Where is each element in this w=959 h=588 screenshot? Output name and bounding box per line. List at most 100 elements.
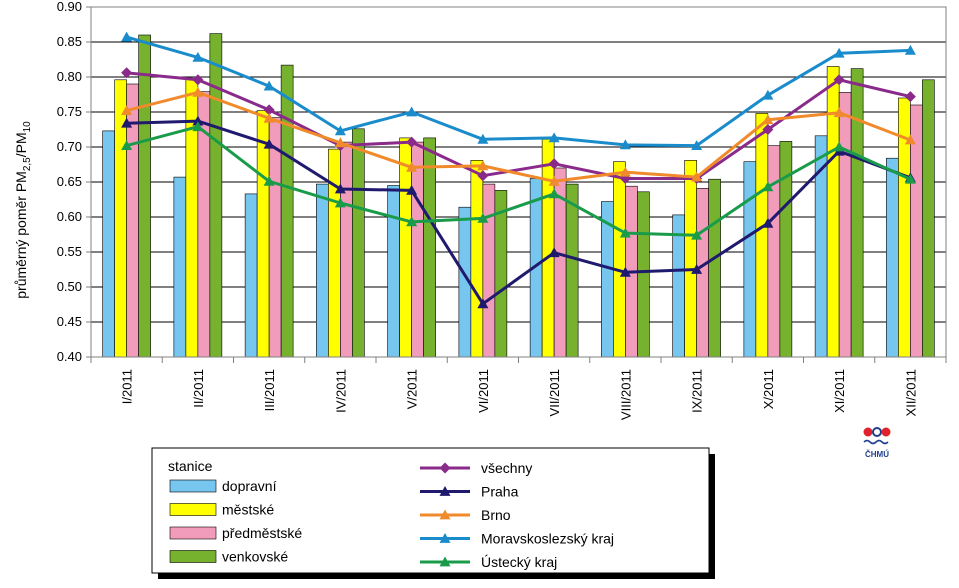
point-Ústecký kraj-VIII/2011	[619, 227, 631, 238]
bar-městské-IX/2011	[684, 160, 697, 358]
bar-venkovské-XII/2011	[922, 79, 935, 358]
point-Ústecký kraj-IV/2011	[334, 197, 346, 208]
point-Praha-IX/2011	[691, 264, 703, 274]
bar-venkovské-II/2011	[209, 33, 223, 358]
point-Moravskoslezský kraj-II/2011	[192, 51, 204, 62]
point-Brno-VI/2011	[477, 160, 489, 171]
bar-městské-VI/2011	[470, 160, 484, 358]
point-Ústecký kraj-II/2011	[192, 121, 204, 132]
legend-label-Praha: Praha	[481, 484, 519, 500]
point-Brno-XII/2011	[904, 134, 916, 145]
legend-marker-Moravskoslezský kraj	[439, 533, 451, 543]
point-Moravskoslezský kraj-III/2011	[263, 80, 275, 91]
bar-venkovské-XI/2011	[850, 68, 864, 358]
legend-marker-všechny	[439, 462, 451, 474]
bar-venkovské-IV/2011	[352, 128, 365, 358]
legend-marker-Praha	[439, 486, 451, 496]
y-axis-label-sub2: 10	[22, 121, 33, 133]
x-tick-label-IV/2011: IV/2011	[333, 369, 348, 413]
line-všechny	[126, 71, 911, 180]
legend: stanice dopravní městské předměstské venkov…	[151, 447, 715, 579]
point-Ústecký kraj-III/2011	[263, 175, 275, 186]
y-tick-label-0.50: 0.50	[57, 279, 82, 294]
legend-marker-Ústecký kraj	[439, 556, 451, 567]
y-tick-label-0.75: 0.75	[57, 104, 82, 119]
point-Brno-X/2011	[762, 114, 774, 125]
point-Ústecký kraj-XI/2011	[833, 141, 845, 152]
line-Ústecký kraj	[126, 125, 911, 237]
bar-venkovské-IX/2011	[708, 178, 721, 358]
line-series-group	[121, 31, 916, 309]
point-Ústecký kraj-X/2011	[762, 181, 774, 192]
point-Ústecký kraj-IX/2011	[691, 229, 703, 240]
y-tick-label-0.60: 0.60	[57, 209, 82, 224]
point-všechny-XI/2011	[833, 74, 845, 86]
chmu-logo-ring-center	[872, 427, 882, 437]
y-tick-label-0.85: 0.85	[57, 34, 82, 49]
point-Brno-XI/2011	[833, 107, 845, 118]
point-Ústecký kraj-I/2011	[121, 140, 133, 150]
y-tick-label-0.40: 0.40	[57, 349, 82, 364]
point-Praha-II/2011	[192, 115, 204, 126]
point-Brno-IV/2011	[334, 137, 346, 148]
y-tick-label-0.70: 0.70	[57, 139, 82, 154]
bar-series-group	[102, 33, 935, 358]
bar-venkovské-I/2011	[138, 34, 151, 358]
point-Moravskoslezský kraj-V/2011	[406, 106, 418, 117]
point-Praha-IV/2011	[334, 183, 346, 194]
legend-label-Moravskoslezský kraj: Moravskoslezský kraj	[481, 531, 614, 547]
y-tick-label-0.55: 0.55	[57, 244, 82, 259]
point-všechny-XII/2011	[904, 91, 916, 103]
line-series-Ústecký kraj	[121, 121, 916, 240]
point-Moravskoslezský kraj-XI/2011	[833, 47, 845, 58]
x-tick-label-III/2011: III/2011	[262, 369, 277, 411]
bar-venkovské-VII/2011	[565, 183, 579, 358]
point-všechny-I/2011	[121, 67, 133, 79]
x-tick-label-IX/2011: IX/2011	[690, 369, 705, 413]
point-Moravskoslezský kraj-VIII/2011	[619, 139, 631, 150]
legend-label-všechny: všechny	[481, 460, 532, 476]
point-Praha-I/2011	[121, 117, 133, 128]
x-tick-label-XII/2011: XII/2011	[903, 369, 918, 416]
y-tick-label-0.80: 0.80	[57, 69, 82, 84]
chmu-logo-red-dot-left	[863, 427, 873, 437]
point-Praha-VII/2011	[548, 247, 560, 258]
line-Brno	[126, 90, 911, 183]
point-Brno-VII/2011	[548, 175, 560, 186]
line-series-Brno	[121, 86, 916, 186]
chmu-logo-red-dot-right	[881, 427, 891, 437]
point-Praha-VIII/2011	[619, 266, 631, 277]
point-Brno-I/2011	[121, 105, 133, 115]
point-Praha-V/2011	[406, 184, 418, 195]
bar-dopravní-III/2011	[244, 193, 258, 358]
point-Brno-VIII/2011	[619, 166, 631, 177]
bar-dopravní-I/2011	[102, 130, 115, 358]
bar-předměstské-X/2011	[767, 145, 781, 358]
x-tick-label-VIII/2011: VIII/2011	[618, 369, 633, 420]
point-všechny-II/2011	[192, 74, 204, 86]
point-všechny-III/2011	[263, 104, 275, 116]
chmu-logo-text: ČHMÚ	[865, 450, 889, 459]
grid-lines	[91, 41, 946, 323]
point-Moravskoslezský kraj-X/2011	[762, 89, 774, 100]
bar-venkovské-VIII/2011	[637, 191, 650, 358]
line-Moravskoslezský kraj	[126, 35, 911, 148]
point-Brno-III/2011	[263, 112, 275, 123]
point-všechny-VI/2011	[477, 170, 489, 182]
y-axis-label: průměrný poměr PM2,5/PM10	[13, 121, 33, 299]
bar-předměstské-XI/2011	[838, 92, 852, 358]
point-všechny-X/2011	[762, 124, 774, 135]
bar-dopravní-XII/2011	[886, 157, 899, 358]
point-Ústecký kraj-V/2011	[406, 216, 418, 227]
y-tick-label-0.45: 0.45	[57, 314, 82, 329]
x-tick-label-I/2011: I/2011	[120, 369, 135, 404]
bar-dopravní-IV/2011	[316, 183, 329, 358]
y-axis-ticks: 0.40 0.45 0.50 0.55 0.60 0.65 0.70 0.75 0.80 0.85…	[57, 0, 91, 364]
bar-městské-VIII/2011	[613, 161, 626, 358]
y-axis-label-sub1: 2,5	[22, 157, 33, 171]
bar-venkovské-VI/2011	[494, 190, 508, 358]
legend-swatch-městské	[169, 503, 217, 516]
point-Moravskoslezský kraj-XII/2011	[904, 44, 916, 55]
point-Praha-VI/2011	[477, 298, 489, 309]
